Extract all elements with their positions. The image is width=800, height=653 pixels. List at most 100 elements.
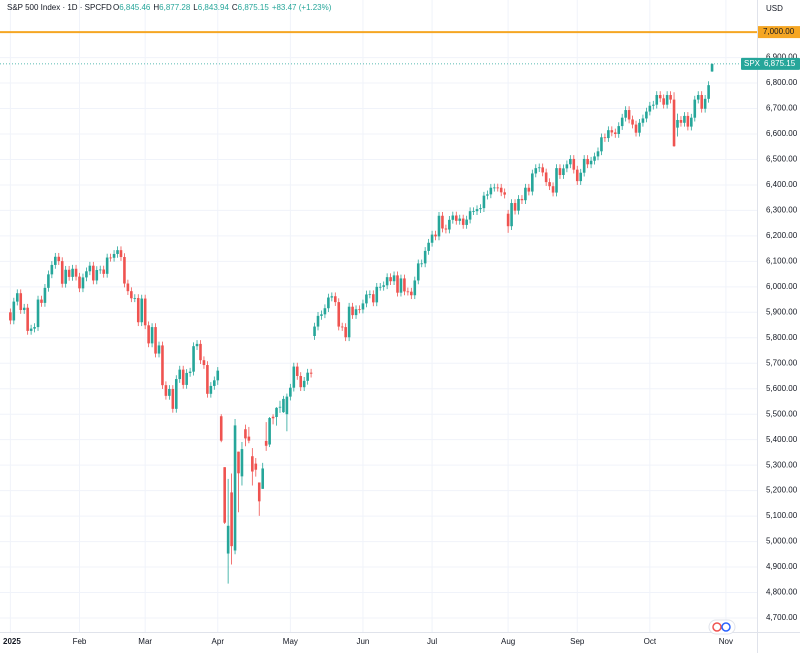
candle-body: [696, 95, 700, 100]
candle-body: [665, 95, 669, 105]
candle-body: [247, 436, 251, 441]
candle-body: [479, 208, 482, 210]
candle-body: [15, 293, 19, 302]
candle-body: [510, 203, 513, 227]
ohlc-key: C: [232, 3, 238, 12]
candle-body: [123, 257, 126, 284]
candle-body: [157, 345, 161, 354]
candle-body: [181, 369, 185, 385]
candle-body: [19, 293, 23, 311]
logo-mark: [721, 622, 731, 632]
y-tick-label: 5,000.00: [766, 537, 798, 546]
candle-body: [261, 468, 265, 489]
candle-body: [451, 215, 455, 220]
candle-body: [658, 95, 662, 99]
candle-body: [389, 277, 392, 282]
candle-body: [9, 312, 12, 321]
candle-body: [47, 274, 50, 288]
candle-body: [295, 366, 299, 376]
candle-body: [136, 298, 140, 323]
candle-body: [278, 406, 282, 408]
candle-body: [199, 343, 202, 361]
candle-body: [289, 387, 292, 397]
candle-body: [410, 291, 413, 296]
ohlc-header: O6,845.46 H6,877.28 L6,843.94 C6,875.15 +83.…: [113, 3, 332, 12]
candle-body: [313, 326, 316, 336]
y-tick-label: 6,800.00: [766, 78, 798, 87]
candle-body: [492, 187, 496, 189]
candle-body: [624, 110, 627, 118]
logo-mark: [712, 622, 722, 632]
candle-body: [385, 277, 389, 286]
candle-body: [292, 366, 296, 388]
currency: USD: [766, 4, 783, 13]
candle-body: [282, 398, 285, 413]
candle-body: [285, 396, 289, 415]
candle-body: [22, 307, 26, 311]
candle-body: [233, 425, 237, 551]
candle-body: [216, 370, 220, 381]
candle-body: [140, 298, 144, 323]
candle-body: [130, 291, 133, 299]
candle-body: [499, 187, 503, 193]
candle-body: [482, 195, 486, 209]
candle-body: [652, 104, 655, 106]
candle-body: [506, 213, 510, 227]
candle-body: [458, 218, 462, 221]
candle-body: [427, 242, 430, 251]
candle-body: [219, 416, 223, 441]
candle-body: [441, 215, 444, 229]
candle-body: [40, 299, 43, 303]
candle-body: [586, 158, 589, 165]
candle-body: [596, 151, 600, 157]
candle-body: [496, 187, 500, 189]
x-tick-label: 2025: [3, 637, 21, 646]
candle-body: [26, 307, 29, 331]
candle-body: [531, 173, 534, 192]
candle-body: [610, 130, 614, 133]
candle-body: [81, 277, 85, 289]
grid: [0, 0, 757, 632]
candle-body: [603, 137, 607, 139]
ohlc-key: O: [113, 3, 119, 12]
candle-body: [340, 326, 344, 328]
y-tick-label: 4,800.00: [766, 588, 798, 597]
candle-body: [178, 369, 182, 380]
candle-body: [448, 219, 451, 230]
candle-body: [316, 315, 320, 327]
candle-body: [444, 228, 448, 230]
candle-body: [641, 118, 645, 123]
ohlc-value: 6,843.94: [198, 3, 230, 12]
candle-body: [679, 119, 683, 123]
y-tick-label: 6,100.00: [766, 256, 798, 265]
candle-body: [29, 328, 33, 331]
change: +83.47 (+1.23%): [272, 3, 332, 12]
candle-body: [537, 167, 541, 169]
candle-body: [368, 294, 372, 296]
candle-body: [271, 416, 275, 419]
candle-body: [475, 209, 479, 212]
candle-body: [378, 286, 382, 288]
y-tick-label: 5,200.00: [766, 486, 798, 495]
candle-body: [544, 172, 548, 183]
candle-body: [126, 283, 130, 292]
candle-body: [468, 211, 472, 220]
candle-body: [413, 280, 417, 296]
candle-body: [164, 385, 168, 396]
candle-body: [534, 168, 538, 174]
candle-body: [403, 278, 406, 292]
last-price-name: SPX: [744, 59, 761, 68]
candle-body: [672, 99, 676, 147]
candle-body: [302, 380, 306, 388]
candle-body: [209, 385, 213, 394]
candle-body: [361, 303, 365, 310]
candle-body: [372, 294, 375, 303]
candle-body: [686, 115, 690, 127]
candle-body: [67, 269, 71, 277]
candle-body: [264, 440, 268, 446]
candle-body: [503, 192, 506, 195]
ohlc-value: 6,845.46: [119, 3, 151, 12]
candle-body: [669, 95, 672, 100]
candle-body: [50, 264, 54, 275]
